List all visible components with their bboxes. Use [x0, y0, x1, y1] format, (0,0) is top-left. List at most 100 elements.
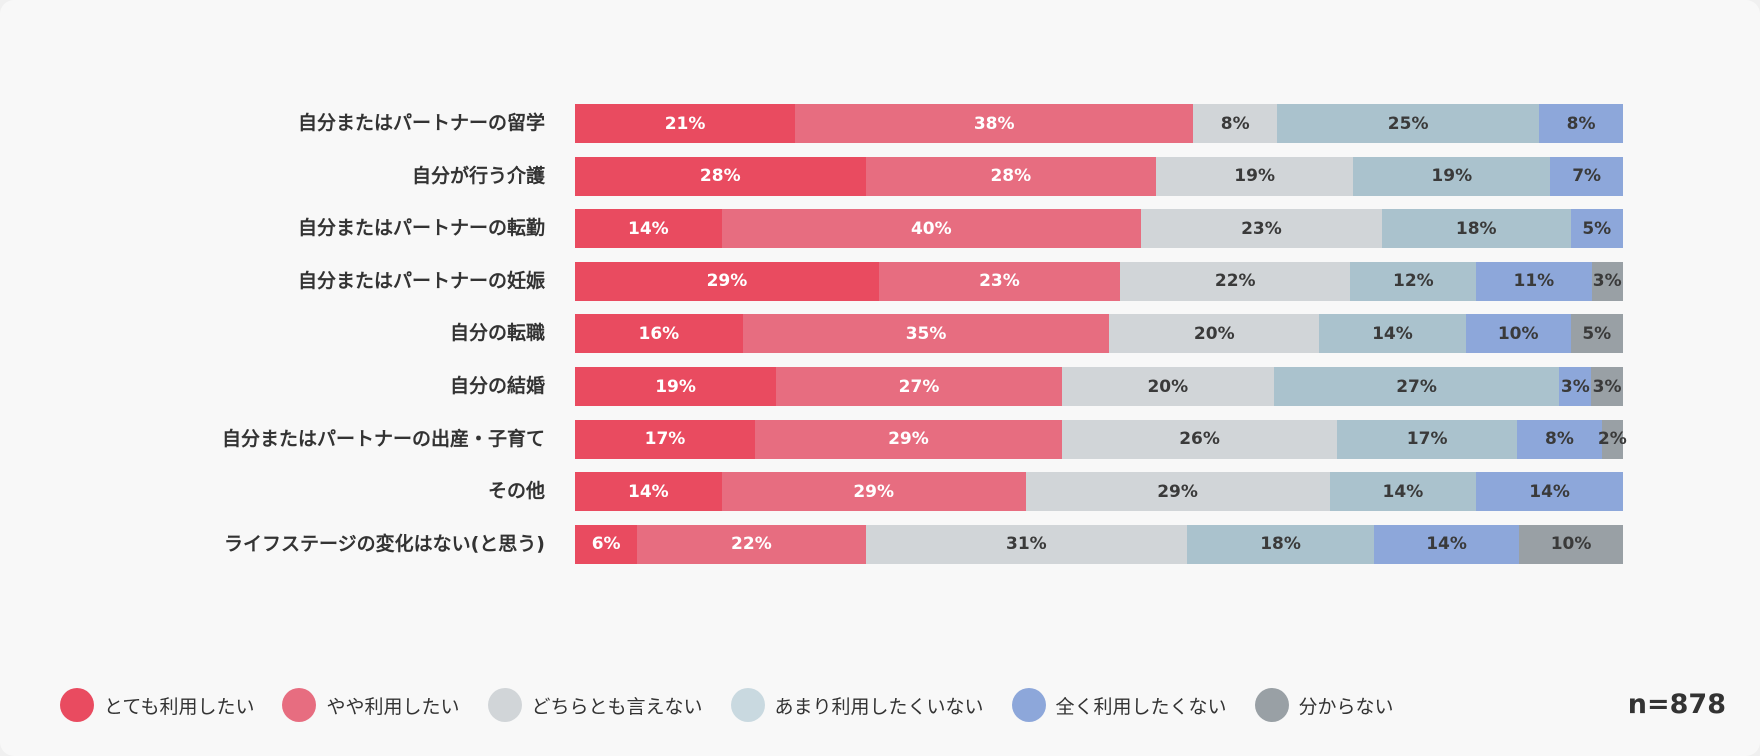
bar-segment: 14% — [1373, 524, 1520, 564]
data-label: 7% — [1572, 166, 1602, 187]
data-label: 16% — [638, 323, 680, 344]
data-label: 23% — [979, 271, 1020, 292]
category-label: 自分の結婚 — [449, 375, 545, 397]
legend-label: 全く利用したくない — [1055, 695, 1227, 718]
data-label: 19% — [1431, 166, 1473, 187]
data-label: 20% — [1147, 376, 1189, 397]
bar-segment: 6% — [575, 524, 638, 564]
data-label: 26% — [1179, 429, 1220, 450]
bar-segment: 8% — [1517, 419, 1602, 459]
bar-segment: 25% — [1277, 104, 1540, 143]
bar-segment: 28% — [575, 156, 866, 196]
bar-segment: 18% — [1381, 209, 1571, 249]
stacked-bar: 28% 28% 19% 19% 7% — [575, 156, 1623, 196]
bar-segment: 19% — [1353, 156, 1551, 196]
bar-segment: 8% — [1193, 104, 1278, 143]
bar-segment: 2% — [1598, 419, 1627, 459]
data-label: 28% — [699, 166, 741, 187]
category-label: 自分が行う介護 — [411, 164, 545, 187]
bar-segment: 20% — [1109, 314, 1320, 354]
data-label: 19% — [1234, 166, 1275, 187]
legend-swatch — [1254, 688, 1289, 722]
bar-segment: 28% — [865, 156, 1157, 196]
bar-segment: 38% — [795, 104, 1194, 143]
legend: とても利用したい やや利用したい どちらとも言えない あまり利用したくいない 全く利用し… — [60, 686, 1422, 724]
legend-swatch — [487, 688, 522, 722]
legend-item: あまり利用したくいない — [730, 688, 984, 722]
data-label: 14% — [1426, 534, 1467, 555]
category-label: 自分またはパートナーの妊娠 — [297, 269, 545, 292]
category-label: ライフステージの変化はない(と思う) — [224, 532, 545, 555]
bar-segment: 23% — [1140, 209, 1382, 249]
data-label: 23% — [1241, 218, 1282, 239]
legend-label: 分からない — [1298, 695, 1394, 718]
data-label: 25% — [1387, 113, 1429, 134]
data-label: 29% — [888, 429, 929, 450]
data-label: 38% — [973, 113, 1015, 134]
stacked-bar: 14% 40% 23% 18% 5% — [575, 209, 1623, 249]
data-label: 28% — [990, 166, 1032, 187]
data-label: 14% — [628, 218, 669, 239]
bar-segment: 29% — [575, 261, 879, 301]
bar-segment: 3% — [1591, 367, 1623, 406]
data-label: 2% — [1597, 429, 1627, 450]
stacked-bar: 21% 38% 8% 25% 8% — [575, 104, 1623, 143]
bar-segment: 35% — [742, 314, 1110, 354]
data-label: 6% — [591, 534, 621, 555]
data-label: 22% — [731, 534, 772, 555]
bar-segment: 26% — [1061, 419, 1338, 459]
data-label: 10% — [1497, 323, 1539, 344]
data-label: 29% — [853, 481, 895, 502]
stacked-bar: 29% 23% 22% 12% 11% 3% — [575, 261, 1623, 301]
bar-segment: 27% — [1273, 367, 1560, 406]
category-label: 自分またはパートナーの留学 — [297, 112, 545, 134]
data-label: 11% — [1513, 271, 1555, 292]
data-label: 27% — [1396, 376, 1437, 397]
bar-segment: 3% — [1591, 261, 1623, 301]
bar-segment: 23% — [878, 261, 1120, 301]
legend-swatch — [1011, 688, 1046, 722]
data-label: 14% — [1529, 481, 1570, 502]
data-label: 20% — [1193, 323, 1235, 344]
bar-segment: 14% — [1476, 472, 1623, 512]
bar-segment: 22% — [1119, 261, 1351, 301]
sample-size: n=878 — [1627, 689, 1726, 720]
data-label: 14% — [1382, 481, 1424, 502]
data-label: 29% — [706, 271, 748, 292]
bar-segment: 19% — [1156, 156, 1354, 196]
bar-segment: 5% — [1570, 209, 1623, 249]
legend-swatch — [282, 688, 317, 722]
category-label: 自分の転職 — [449, 322, 545, 345]
legend-label: とても利用したい — [104, 695, 255, 718]
bar-segment: 29% — [1025, 472, 1330, 512]
bar-segment: 27% — [776, 367, 1062, 406]
bar-segment: 12% — [1350, 261, 1477, 301]
data-label: 35% — [905, 323, 947, 344]
data-label: 12% — [1393, 271, 1434, 292]
data-label: 27% — [898, 376, 940, 397]
data-label: 3% — [1592, 376, 1622, 397]
data-label: 19% — [655, 376, 696, 397]
bar-segment: 11% — [1476, 261, 1592, 301]
data-label: 29% — [1157, 481, 1198, 502]
bar-segment: 14% — [575, 209, 722, 249]
bar-segment: 14% — [1329, 472, 1477, 512]
data-label: 14% — [628, 481, 669, 502]
bar-segment: 7% — [1550, 156, 1623, 196]
category-label: 自分またはパートナーの転勤 — [297, 217, 545, 240]
legend-label: あまり利用したくいない — [774, 695, 984, 718]
data-label: 14% — [1372, 323, 1413, 344]
bar-segment: 14% — [575, 472, 722, 512]
data-label: 3% — [1560, 376, 1590, 397]
data-label: 3% — [1592, 271, 1622, 292]
bar-segment: 19% — [575, 367, 777, 406]
data-label: 31% — [1005, 534, 1047, 555]
bar-segment: 20% — [1061, 367, 1274, 406]
data-label: 5% — [1582, 218, 1612, 239]
bar-segment: 29% — [721, 472, 1026, 512]
bar-segment: 22% — [637, 524, 866, 564]
stacked-bar: 17% 29% 26% 17% 8% 2% — [575, 419, 1627, 459]
bar-segment: 14% — [1319, 314, 1466, 354]
bar-segment: 10% — [1465, 314, 1571, 354]
